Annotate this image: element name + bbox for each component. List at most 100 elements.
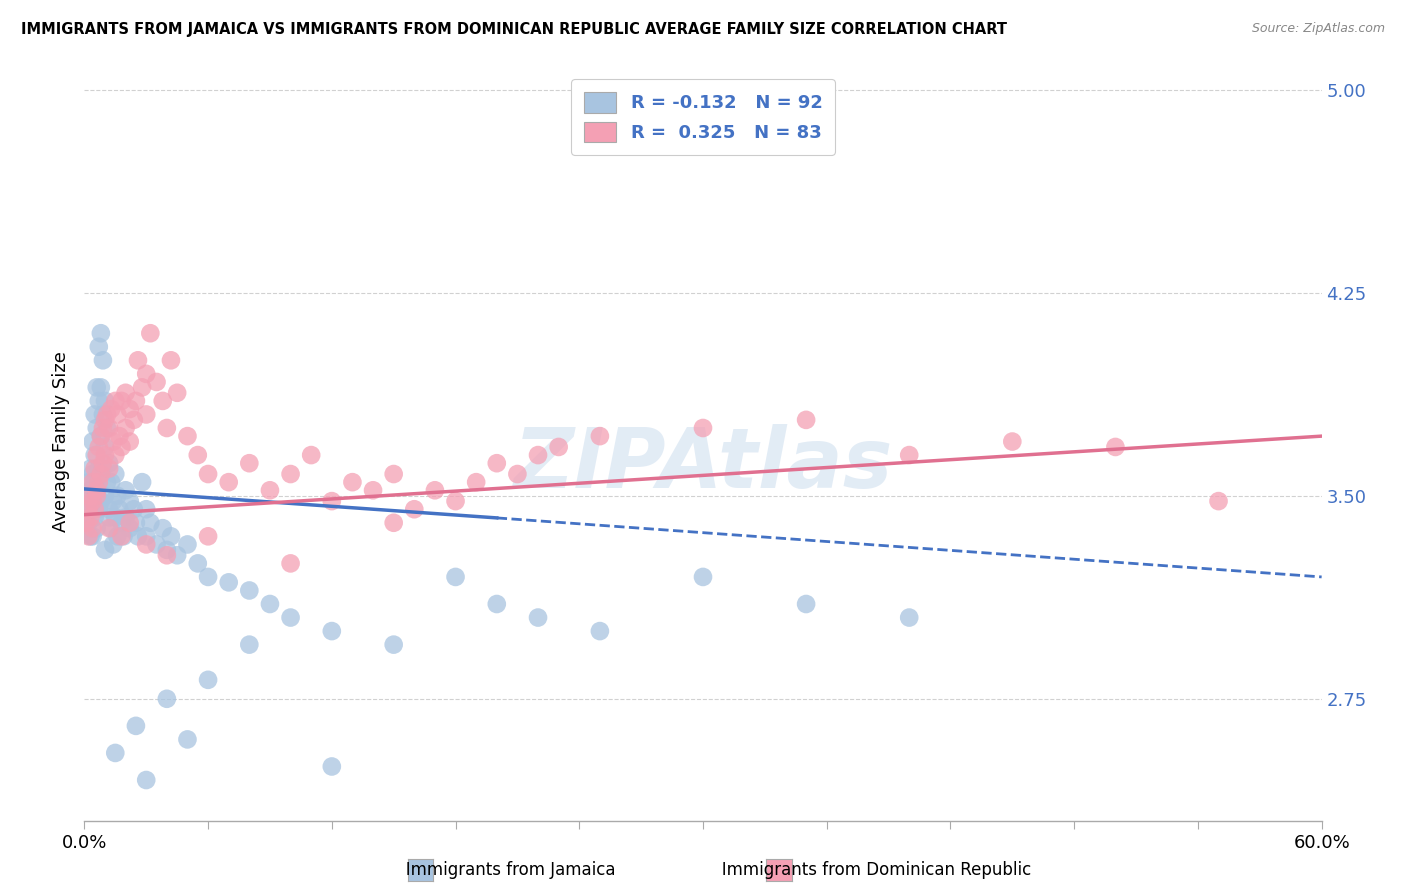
Point [135,529,157,543]
Point [527,448,550,462]
Point [110,440,132,454]
Point [692,421,714,435]
Point [82,494,104,508]
Point [118,521,141,535]
Point [75,505,97,519]
Point [342,475,364,490]
Point [79,510,101,524]
Legend: R = -0.132   N = 92, R =  0.325   N = 83: R = -0.132 N = 92, R = 0.325 N = 83 [571,79,835,155]
Point [104,510,127,524]
Point [87,502,110,516]
Point [589,624,612,638]
Point [127,529,149,543]
Point [547,440,569,454]
Point [187,448,209,462]
Point [86,521,108,535]
Point [259,483,281,498]
Point [692,570,714,584]
Point [589,429,612,443]
Point [382,638,405,652]
Point [166,548,188,562]
Point [91,461,114,475]
Point [90,326,112,341]
Point [96,421,118,435]
Point [87,340,110,354]
Point [135,367,157,381]
Point [98,461,121,475]
Y-axis label: Average Family Size: Average Family Size [52,351,70,532]
Point [83,448,105,462]
Point [79,461,101,475]
Point [75,521,97,535]
Point [898,448,921,462]
Point [103,537,125,551]
Point [83,502,105,516]
Point [91,456,114,470]
Point [82,494,104,508]
Point [77,529,100,543]
Point [75,516,97,530]
Point [135,408,157,422]
Point [86,448,108,462]
Point [82,467,104,481]
Point [139,516,162,530]
Point [218,475,240,490]
Point [485,597,508,611]
Point [114,385,136,400]
Point [79,529,101,543]
Point [87,475,110,490]
Point [506,467,529,481]
Point [90,494,112,508]
Point [465,475,488,490]
Point [160,529,183,543]
Point [152,393,174,408]
Point [98,521,121,535]
Point [898,610,921,624]
Point [105,529,128,543]
Point [86,483,108,498]
Point [299,448,322,462]
Point [259,597,281,611]
Point [87,440,110,454]
Point [485,456,508,470]
Point [77,502,100,516]
Point [112,529,135,543]
Point [527,610,550,624]
Point [79,483,101,498]
Point [114,421,136,435]
Point [105,489,128,503]
Point [156,548,179,562]
Point [104,393,127,408]
Point [794,413,817,427]
Point [91,408,114,422]
Point [125,516,148,530]
Point [1104,440,1126,454]
Point [100,402,122,417]
Point [110,529,132,543]
Point [86,489,108,503]
Point [156,691,179,706]
Point [382,516,405,530]
Point [94,542,117,557]
Point [122,413,145,427]
Point [98,456,121,470]
Point [218,575,240,590]
Point [444,570,467,584]
Point [238,456,260,470]
Point [444,494,467,508]
Point [135,502,157,516]
Point [79,502,101,516]
Point [82,475,104,490]
Point [131,475,153,490]
Point [118,494,141,508]
Point [104,467,127,481]
Point [197,673,219,687]
Point [98,510,121,524]
Point [197,529,219,543]
Point [187,557,209,571]
Point [104,746,127,760]
Point [118,402,141,417]
Point [280,610,302,624]
Point [82,434,104,449]
Point [86,380,108,394]
